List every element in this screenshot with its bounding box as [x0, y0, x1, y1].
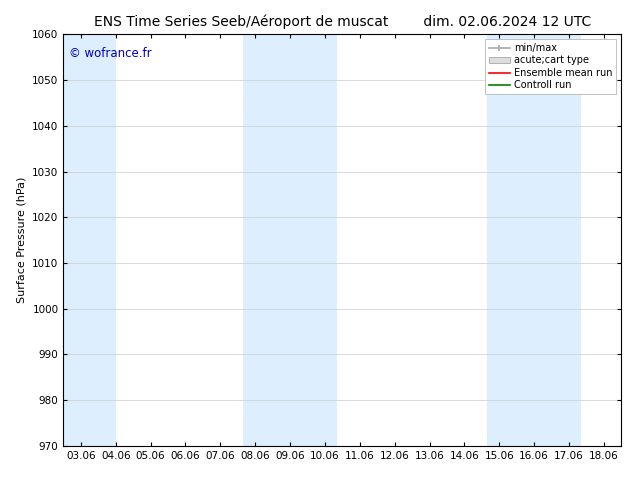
- Bar: [243, 34, 337, 446]
- Bar: [63, 34, 115, 446]
- Y-axis label: Surface Pressure (hPa): Surface Pressure (hPa): [16, 177, 27, 303]
- Text: © wofrance.fr: © wofrance.fr: [69, 47, 152, 60]
- Bar: [487, 34, 581, 446]
- Legend: min/max, acute;cart type, Ensemble mean run, Controll run: min/max, acute;cart type, Ensemble mean …: [485, 39, 616, 94]
- Title: ENS Time Series Seeb/Aéroport de muscat        dim. 02.06.2024 12 UTC: ENS Time Series Seeb/Aéroport de muscat …: [94, 15, 591, 29]
